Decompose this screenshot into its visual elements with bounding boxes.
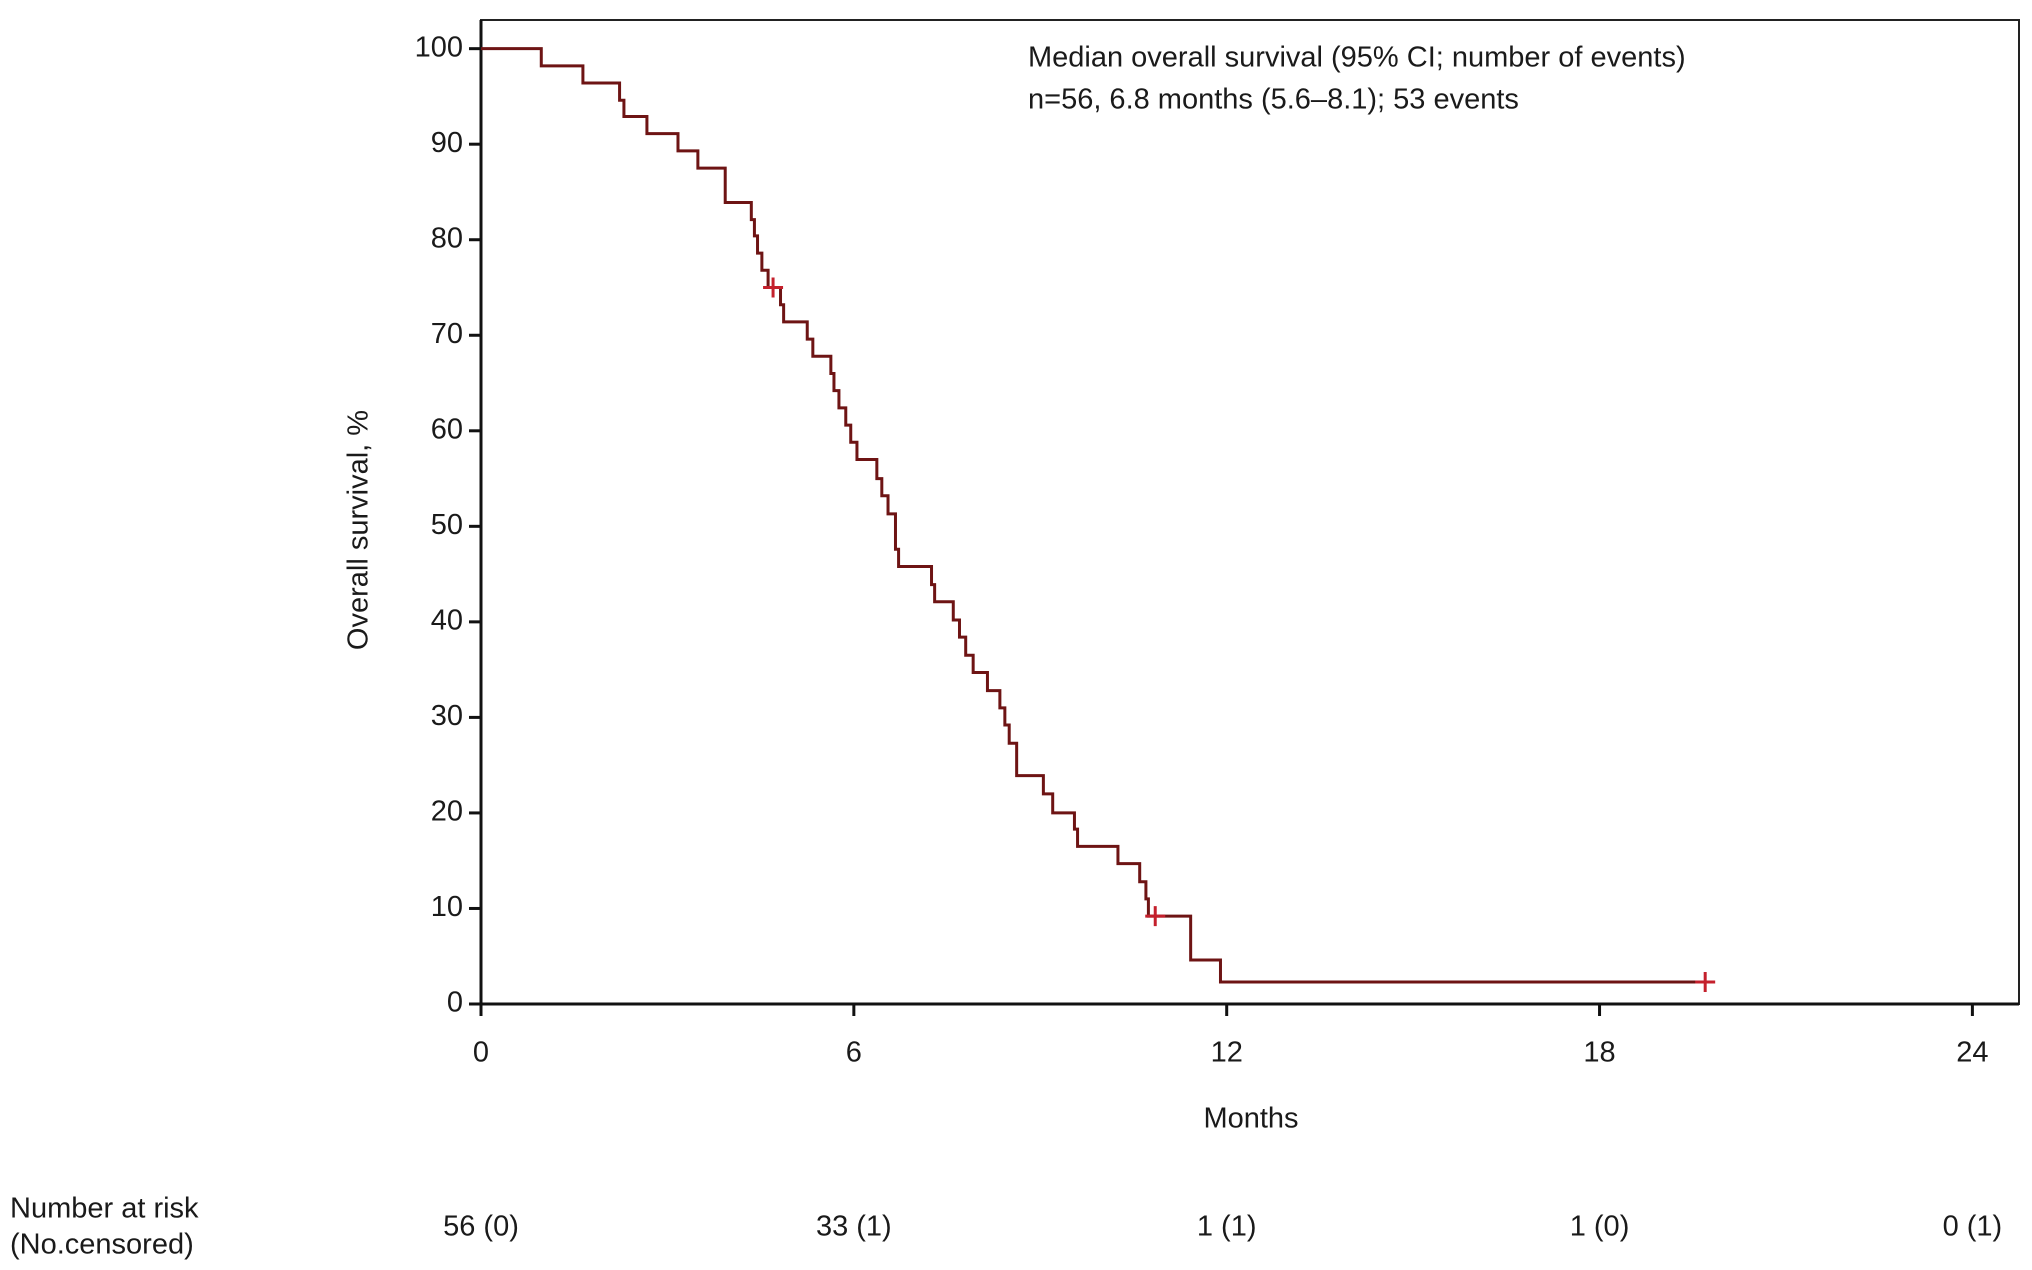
risk-count: 1 (0)	[1570, 1211, 1630, 1243]
y-tick-label: 60	[431, 413, 463, 445]
risk-count: 0 (1)	[1943, 1211, 2003, 1243]
y-tick-label: 30	[431, 700, 463, 732]
censor-mark	[1145, 906, 1166, 927]
x-tick-label: 6	[846, 1037, 862, 1069]
y-tick-label: 70	[431, 318, 463, 350]
x-tick-label: 24	[1956, 1037, 1988, 1069]
y-tick-label: 50	[431, 509, 463, 541]
risk-table-title: (No.censored)	[10, 1229, 194, 1261]
x-tick-label: 12	[1211, 1037, 1243, 1069]
risk-count: 56 (0)	[443, 1211, 519, 1243]
risk-table-title: Number at risk	[10, 1193, 199, 1225]
censor-mark	[763, 277, 784, 298]
y-tick-label: 100	[415, 31, 463, 63]
y-tick-label: 20	[431, 796, 463, 828]
risk-count: 1 (1)	[1197, 1211, 1257, 1243]
survival-curve	[481, 47, 1706, 984]
y-tick-label: 80	[431, 222, 463, 254]
x-axis-label: Months	[1203, 1103, 1298, 1135]
y-tick-label: 10	[431, 891, 463, 923]
y-axis-label: Overall survival, %	[343, 410, 375, 650]
annotation: Median overall survival (95% CI; number …	[1028, 42, 1686, 74]
risk-count: 33 (1)	[816, 1211, 892, 1243]
annotation: n=56, 6.8 months (5.6–8.1); 53 events	[1028, 84, 1519, 116]
x-tick-label: 18	[1583, 1037, 1615, 1069]
y-tick-label: 40	[431, 605, 463, 637]
y-tick-label: 0	[447, 987, 463, 1019]
censor-mark	[1695, 972, 1716, 993]
x-tick-label: 0	[473, 1037, 489, 1069]
y-tick-label: 90	[431, 127, 463, 159]
